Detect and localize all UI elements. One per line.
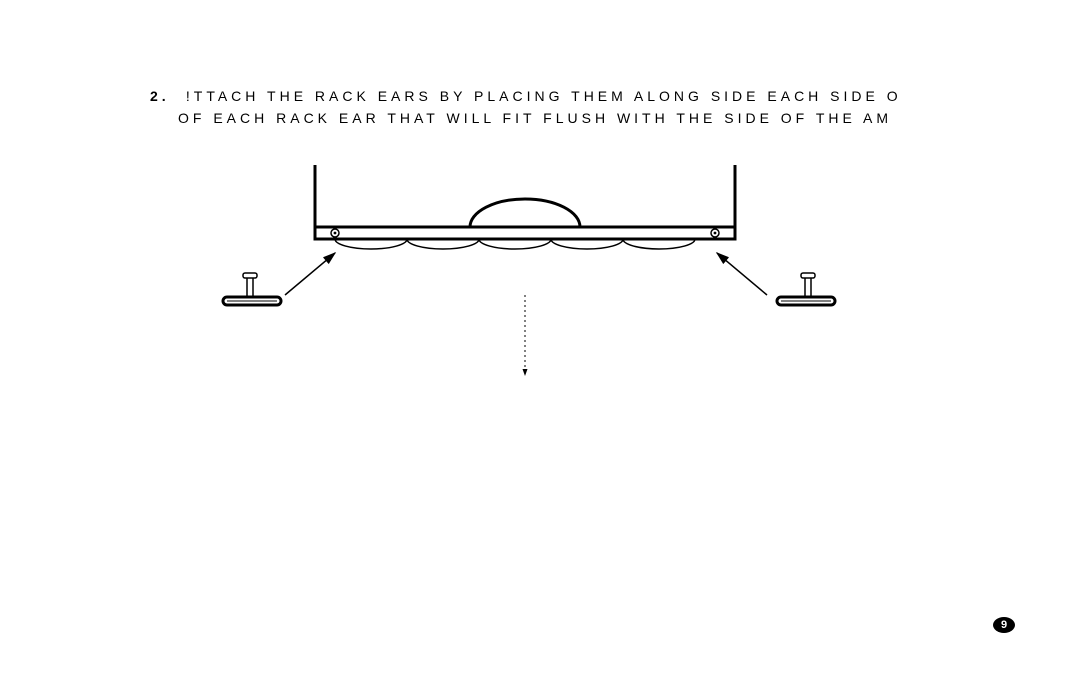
step-text-line2: OF EACH RACK EAR THAT WILL FIT FLUSH WIT… bbox=[178, 107, 1050, 129]
step-number: 2. bbox=[150, 85, 178, 107]
page-number: 9 bbox=[1001, 619, 1007, 631]
page-number-badge: 9 bbox=[993, 617, 1015, 633]
instruction-line-1: 2. !TTACH THE RACK EARS BY PLACING THEM … bbox=[150, 85, 1050, 107]
manual-page: 2. !TTACH THE RACK EARS BY PLACING THEM … bbox=[0, 0, 1080, 698]
instruction-step: 2. !TTACH THE RACK EARS BY PLACING THEM … bbox=[150, 85, 1050, 130]
step-text-line1: !TTACH THE RACK EARS BY PLACING THEM ALO… bbox=[186, 88, 902, 104]
rack-ear-diagram bbox=[205, 155, 865, 405]
diagram-svg bbox=[205, 155, 865, 405]
